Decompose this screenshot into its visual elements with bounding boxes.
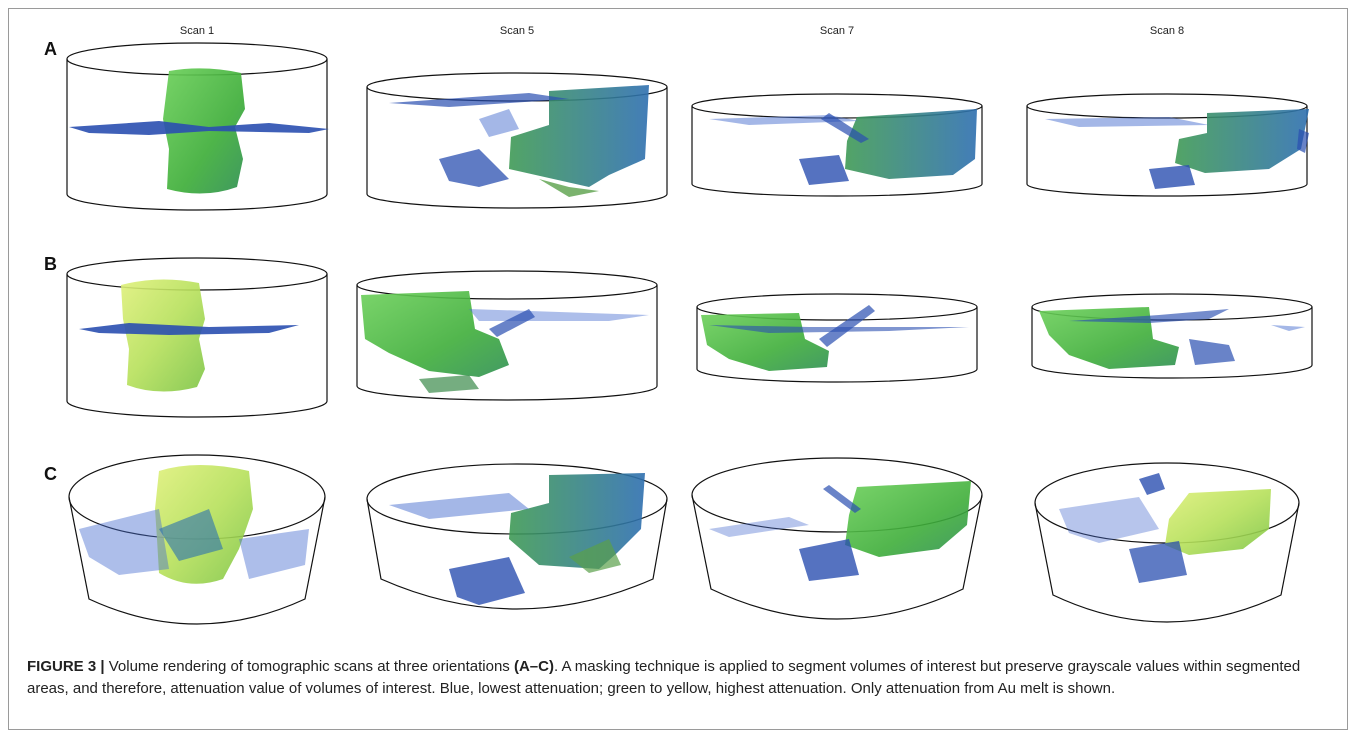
panel-c-scan-5 — [366, 463, 668, 610]
caption-orientations: (A–C) — [513, 658, 554, 675]
volume-renderings — [66, 42, 1313, 625]
panel-b-scan-5 — [356, 270, 658, 401]
panel-c-scan-8 — [1034, 462, 1300, 623]
caption-text-1: Volume rendering of tomographic scans at… — [104, 658, 514, 675]
row-label-b: B — [44, 254, 57, 274]
column-title-scan-5: Scan 5 — [499, 25, 535, 37]
panel-a-scan-7 — [691, 93, 983, 197]
panel-b-scan-8 — [1031, 293, 1313, 379]
panel-c-scan-7 — [691, 457, 983, 620]
figure-frame: Scan 1 Scan 5 Scan 7 Scan 8 A B C — [8, 8, 1348, 730]
figure-caption: FIGURE 3 | Volume rendering of tomograph… — [27, 656, 1327, 700]
panel-a-scan-1 — [66, 42, 329, 211]
caption-text-2: . A masking technique is applied to segm… — [27, 658, 1301, 697]
row-label-a: A — [44, 39, 57, 59]
column-title-scan-1: Scan 1 — [179, 25, 215, 37]
panel-a-scan-8 — [1026, 93, 1309, 197]
row-label-c: C — [44, 464, 57, 484]
panel-a-scan-5 — [366, 72, 668, 209]
column-title-scan-7: Scan 7 — [819, 25, 855, 37]
figure-area: Scan 1 Scan 5 Scan 7 Scan 8 A B C — [9, 9, 1349, 649]
panel-b-scan-1 — [66, 257, 328, 418]
panel-c-scan-1 — [68, 454, 326, 625]
caption-label: FIGURE 3 | — [27, 658, 105, 675]
panel-b-scan-7 — [696, 293, 978, 383]
column-title-scan-8: Scan 8 — [1149, 25, 1185, 37]
